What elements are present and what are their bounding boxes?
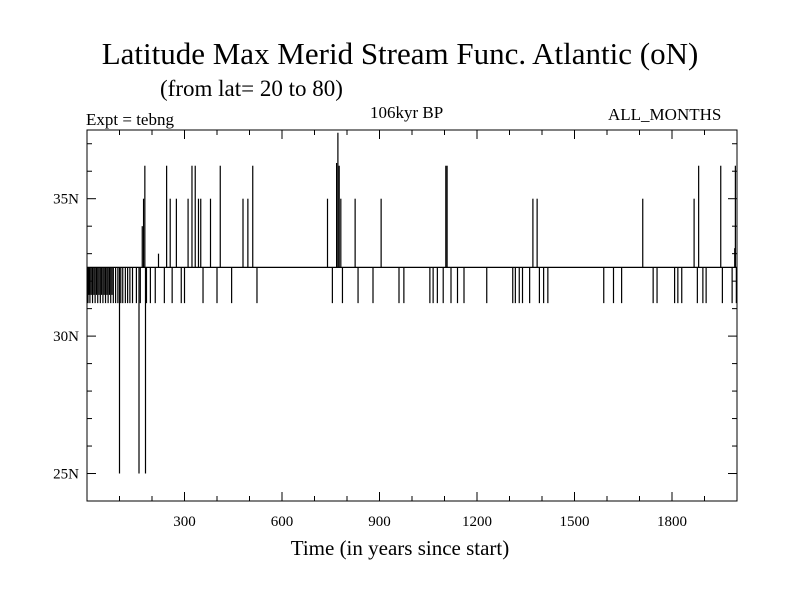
months-label: ALL_MONTHS [608, 105, 722, 124]
x-tick-label: 900 [368, 514, 391, 530]
data-series [87, 132, 737, 474]
x-tick-label: 1800 [657, 514, 687, 530]
x-axis-label: Time (in years since start) [290, 536, 510, 560]
experiment-label: Expt = tebng [86, 110, 174, 129]
x-axis-ticks: 300 600 900 1200 1500 1800 [119, 130, 705, 530]
y-tick-label: 25N [53, 467, 79, 483]
chart-title: Latitude Max Merid Stream Func. Atlantic… [101, 36, 699, 71]
y-axis-ticks: 25N 30N 35N [53, 143, 737, 483]
x-tick-label: 1500 [560, 514, 590, 530]
y-tick-label: 35N [53, 192, 79, 208]
x-tick-label: 600 [271, 514, 294, 530]
y-tick-label: 30N [53, 329, 79, 345]
plot-frame [86, 129, 738, 502]
period-label: 106kyr BP [370, 103, 444, 122]
chart-subtitle: (from lat= 20 to 80) [160, 76, 343, 101]
x-tick-label: 1200 [462, 514, 492, 530]
x-tick-label: 300 [173, 514, 196, 530]
